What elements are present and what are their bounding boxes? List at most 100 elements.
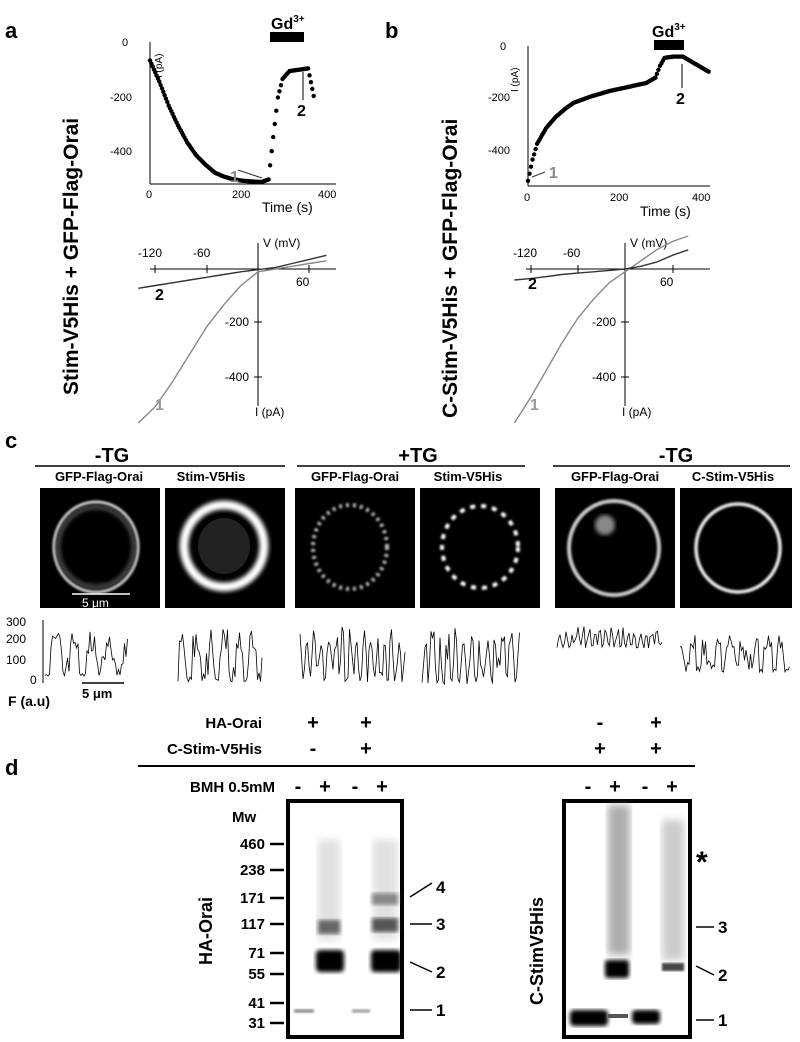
tc-b-point-2	[528, 164, 534, 169]
iv-curve-b-2	[514, 249, 689, 281]
marker-1-a: 1	[230, 169, 239, 186]
tc-b-point-93	[653, 75, 658, 80]
profile-trace-2	[177, 629, 263, 683]
profile-ytick-3: 0	[30, 673, 37, 687]
tc-a-point-94	[274, 108, 279, 113]
iv-ylabel-a: I (pA)	[255, 405, 284, 419]
xtick-b-0: 0	[524, 192, 530, 204]
mw-4: 71	[248, 945, 265, 962]
iv-label-a-2: 2	[155, 287, 164, 304]
tc-a-point-8	[158, 82, 163, 88]
tc-b-point-5	[533, 146, 538, 152]
tc-a-point-118	[307, 73, 312, 78]
bmh-sign-2: -	[352, 776, 359, 798]
bmh-sign-r0: -	[585, 776, 592, 798]
gd-label-a: Gd3+	[271, 14, 305, 33]
micrograph-4	[420, 488, 540, 608]
iv-label-a-1: 1	[155, 397, 164, 414]
mw-2: 171	[240, 890, 265, 907]
ytick-b-0: 0	[500, 41, 506, 53]
profile-trace-1	[44, 631, 128, 677]
iv-xtick-a-2: 60	[296, 275, 310, 289]
profile-ylabel: F (a.u)	[8, 693, 50, 709]
iv-curve-a: -120 -60 60 V (mV) -200 -400 I (pA) 1 2	[137, 236, 336, 424]
iv-ylabel-b: I (pA)	[622, 405, 651, 419]
tc-a-point-92	[271, 134, 276, 140]
ytick-b-1: -200	[488, 92, 510, 104]
sign-1-2: +	[594, 738, 606, 760]
panel-label-d: d	[5, 755, 18, 780]
sign-1-0: -	[310, 738, 317, 760]
profile-trace-6	[680, 635, 790, 674]
micrograph-6	[680, 488, 792, 608]
row-label-1: C-Stim-V5His	[167, 741, 262, 758]
tc-a-point-13	[165, 99, 170, 105]
tc-a-point-121	[311, 93, 316, 99]
profile-trace-4	[421, 628, 520, 686]
ytick-a-1: -200	[110, 92, 132, 104]
tc-a-point-93	[272, 121, 277, 127]
left-band-1: 1	[436, 1001, 445, 1020]
bmh-sign-1: +	[319, 776, 331, 798]
marker-2-b: 2	[676, 91, 685, 108]
tc-a-point-9	[159, 86, 165, 91]
tc-a-point-96	[277, 89, 282, 94]
profile-trace-3	[299, 626, 406, 683]
tc-a-point-90	[267, 163, 273, 168]
left-band-markers: 4 3 2 1	[409, 878, 446, 1020]
gd-bar-b	[654, 40, 684, 50]
iv-curve-b-1	[513, 235, 689, 424]
ytick-a-0: 0	[122, 37, 128, 49]
panel-d-conditions: HA-Orai C-Stim-V5His + + - + - + + + BMH…	[138, 712, 695, 798]
img-label-0-1: Stim-V5His	[177, 469, 246, 484]
marker-1-b: 1	[549, 165, 558, 182]
bmh-label: BMH 0.5mM	[190, 779, 275, 796]
iv-ytick-a-0: -200	[225, 315, 249, 329]
panel-c-headers: -TG GFP-Flag-Orai Stim-V5His +TG GFP-Fla…	[35, 445, 790, 484]
iv-label-b-2: 2	[528, 276, 537, 293]
tc-b-point-95	[656, 67, 661, 73]
profile-scale-bar: 5 μm	[82, 686, 112, 701]
bmh-sign-0: -	[295, 776, 302, 798]
sign-0-2: -	[597, 712, 604, 734]
iv-xtick-a-1: -60	[193, 246, 211, 260]
iv-curve-b: -120 -60 60 V (mV) -200 -400 I (pA) 1 2	[513, 235, 710, 424]
tc-b-point-133	[706, 69, 711, 74]
xlabel-a: Time (s)	[262, 199, 313, 215]
mw-7: 31	[248, 1015, 265, 1032]
sign-0-0: +	[307, 712, 319, 734]
iv-xtick-b-1: -60	[563, 246, 581, 260]
intensity-profiles: 300 200 100 0 F (a.u) 5 μm	[6, 615, 790, 709]
left-band-4: 4	[436, 878, 446, 897]
img-label-1-1: Stim-V5His	[434, 469, 503, 484]
profile-trace-5	[556, 626, 663, 649]
left-blot	[286, 799, 404, 1039]
tc-a-point-91	[269, 149, 274, 154]
tc-a-point-120	[310, 86, 315, 92]
sign-1-3: +	[650, 738, 662, 760]
iv-ytick-b-1: -400	[592, 370, 616, 384]
tc-a-point-95	[275, 95, 281, 100]
right-blot-label: C-StimV5His	[527, 897, 547, 1005]
panel-label-b: b	[385, 18, 398, 43]
group-title-2: -TG	[659, 445, 693, 467]
mw-0: 460	[240, 836, 265, 853]
bmh-sign-r3: +	[666, 776, 678, 798]
group-title-1: +TG	[398, 445, 437, 467]
sign-1-1: +	[360, 738, 372, 760]
mw-label: Mw	[232, 809, 256, 826]
bmh-sign-r2: -	[642, 776, 649, 798]
tc-b-point-4	[531, 152, 537, 157]
bmh-sign-3: +	[376, 776, 388, 798]
xlabel-b: Time (s)	[640, 203, 691, 219]
img-label-2-1: C-Stim-V5His	[692, 469, 774, 484]
iv-curve-a-1	[137, 260, 327, 424]
iv-xlabel-b: V (mV)	[630, 236, 667, 250]
right-band-3: 3	[718, 918, 727, 937]
mw-1: 238	[240, 862, 265, 879]
right-band-markers: * 3 2 1	[695, 846, 727, 1030]
tc-b-point-1	[527, 171, 532, 176]
tc-b-point-0	[525, 178, 531, 183]
ylabel-b: I (pA)	[510, 68, 521, 92]
